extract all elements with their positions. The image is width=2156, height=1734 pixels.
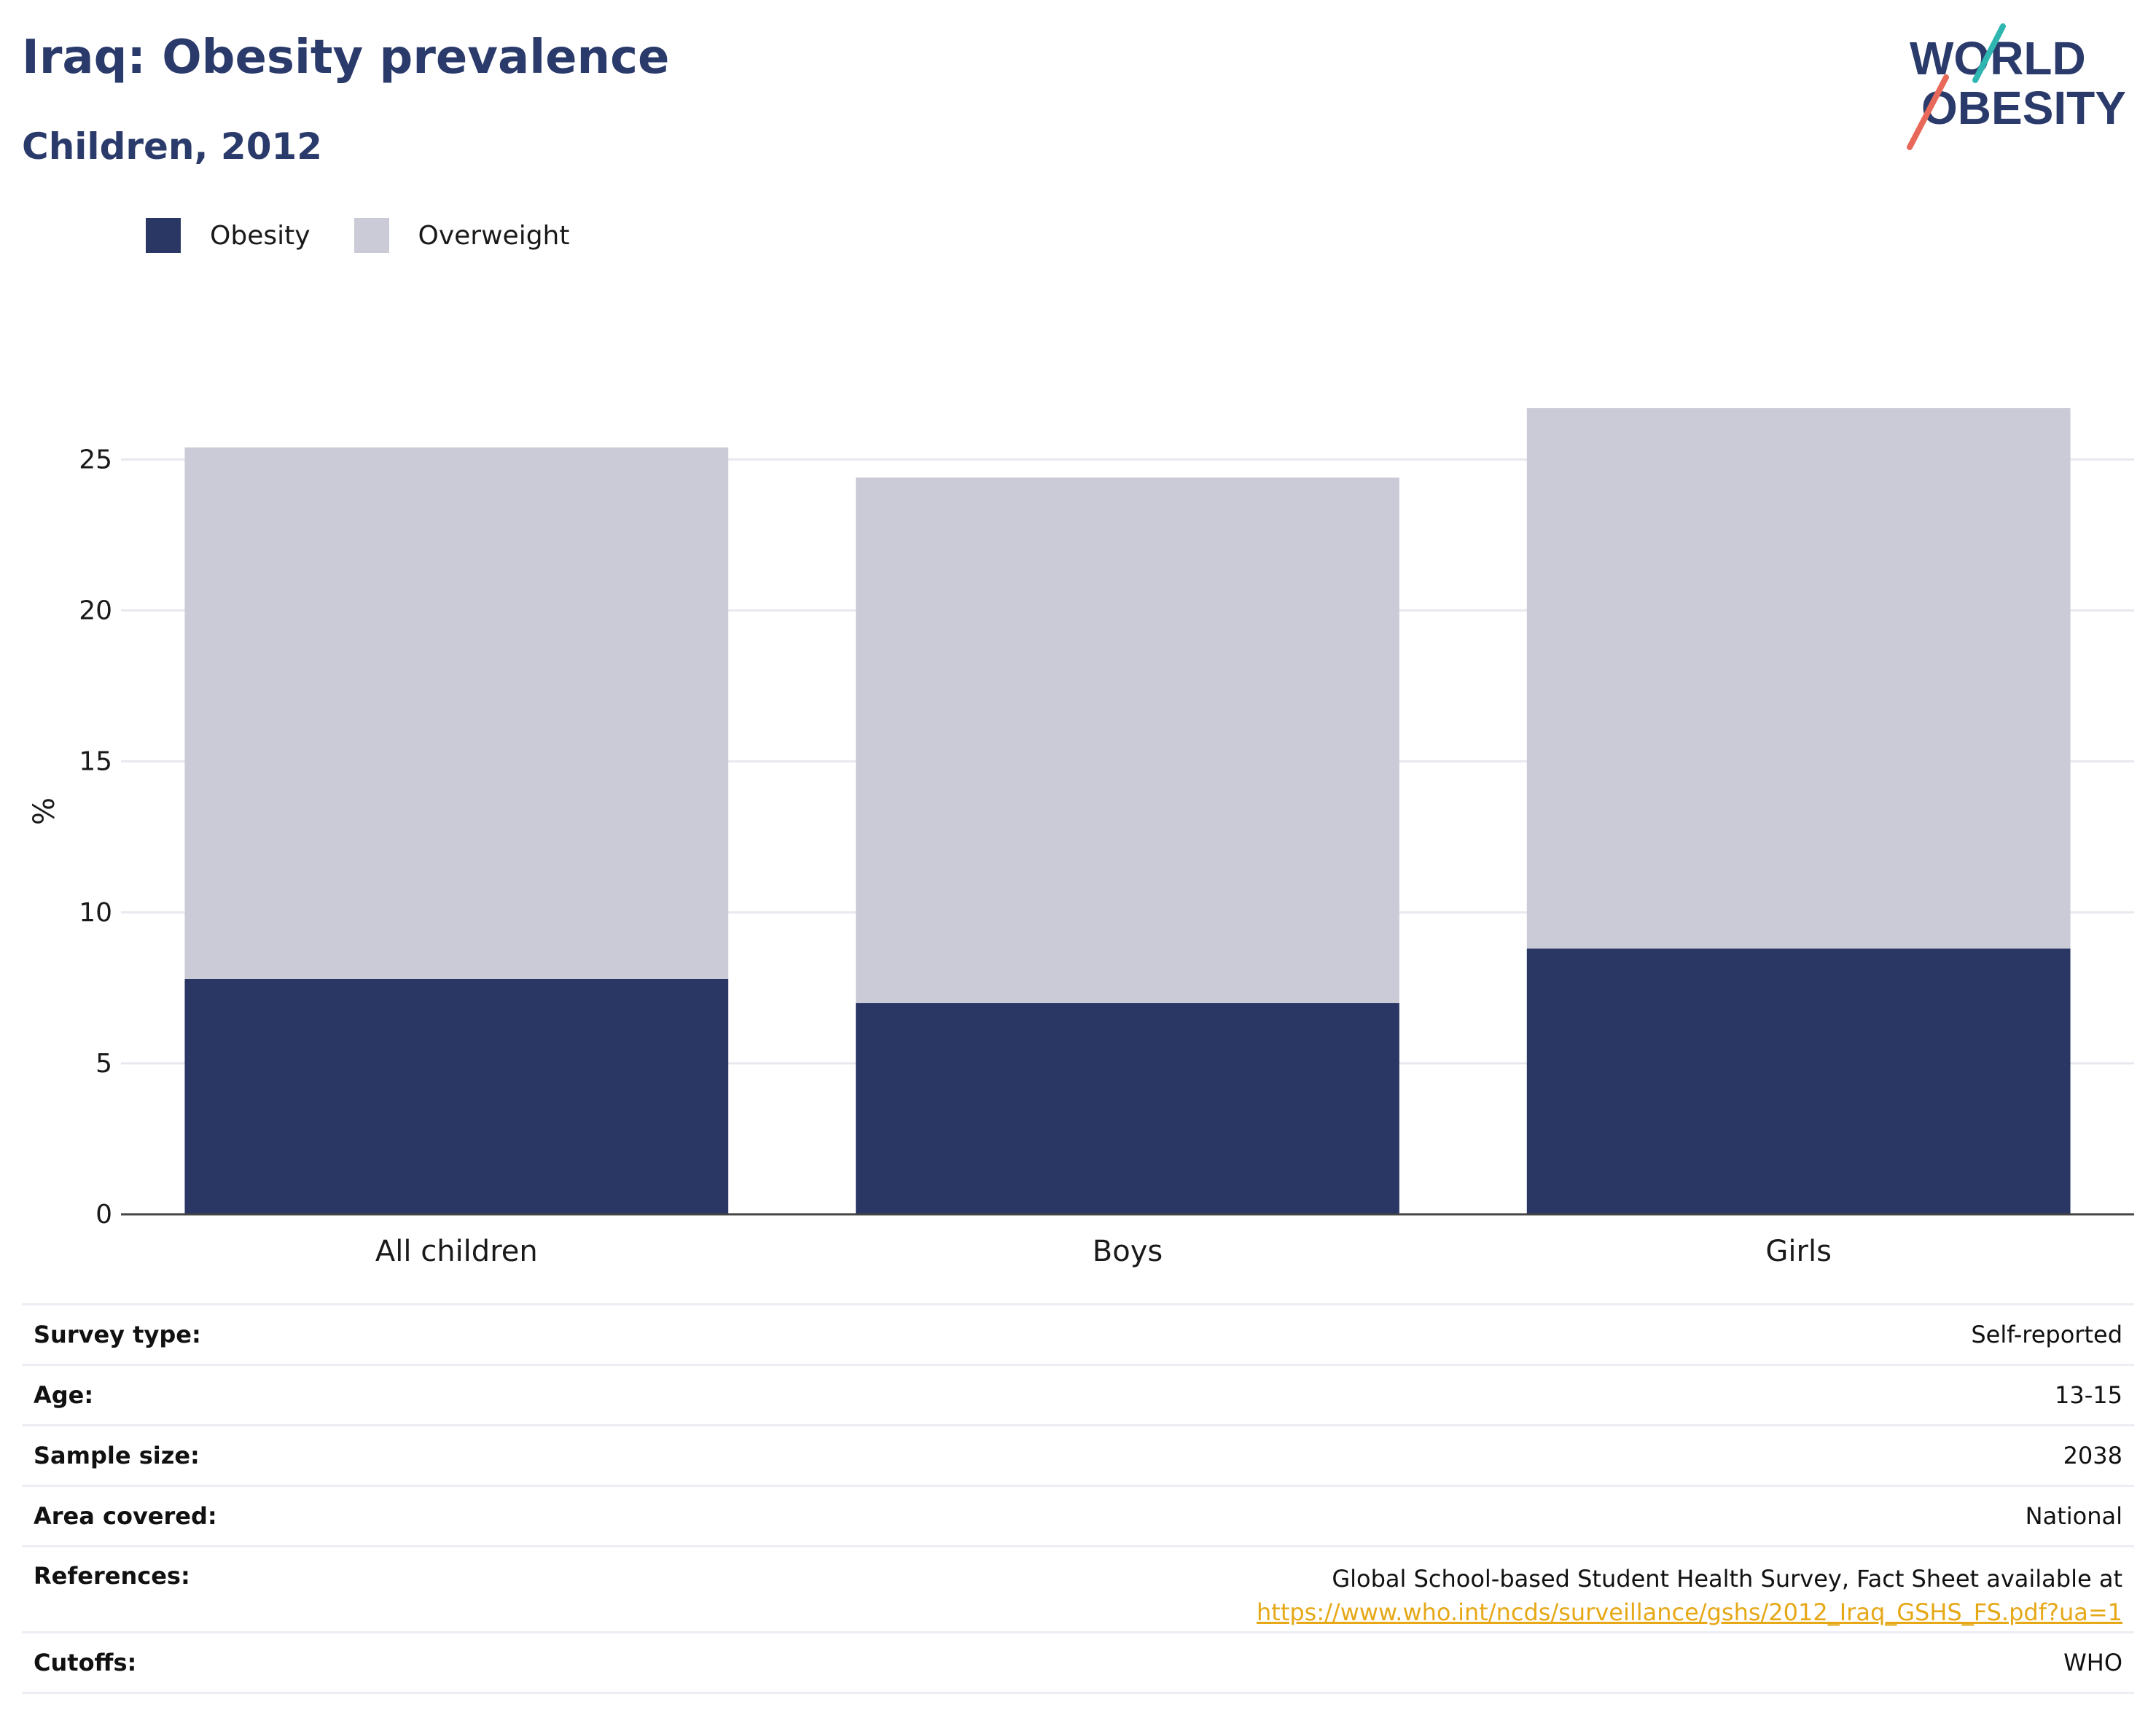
reference-text: Global School-based Student Health Surve… xyxy=(1332,1565,2122,1593)
legend-swatch-obesity xyxy=(146,218,181,253)
world-obesity-logo: WORLD OBESITY xyxy=(1907,23,2126,150)
bar-obesity-boys xyxy=(856,1003,1399,1214)
info-row-sample-size: Sample size: 2038 xyxy=(22,1426,2134,1487)
y-tick-label: 5 xyxy=(95,1049,112,1079)
info-row-survey-type: Survey type: Self-reported xyxy=(22,1305,2134,1366)
bar-overweight-girls xyxy=(1526,408,2071,949)
info-row-area-covered: Area covered: National xyxy=(22,1487,2134,1547)
info-value: Self-reported xyxy=(1971,1321,2122,1348)
info-value: National xyxy=(2025,1502,2122,1530)
y-tick-label: 25 xyxy=(79,445,112,474)
y-tick-label: 15 xyxy=(79,747,112,777)
bar-chart: 0 5 10 15 20 25% All children Boys Girls xyxy=(28,408,2134,1268)
bar-obesity-all-children xyxy=(184,978,729,1214)
legend-item-obesity[interactable]: Obesity xyxy=(146,218,310,253)
info-row-cutoffs: Cutoffs: WHO xyxy=(22,1633,2134,1694)
info-value-references: Global School-based Student Health Surve… xyxy=(1257,1562,2122,1629)
bar-overweight-boys xyxy=(856,477,1399,1004)
bar-overweight-all-children xyxy=(184,447,729,979)
info-value: 2038 xyxy=(2063,1442,2122,1469)
y-tick-label: 20 xyxy=(79,596,112,626)
info-label: Cutoffs: xyxy=(34,1649,137,1676)
info-value: 13-15 xyxy=(2055,1381,2122,1409)
logo-slash-teal xyxy=(1972,23,2006,83)
logo-slash-coral xyxy=(1907,74,1949,150)
info-label: Age: xyxy=(34,1381,94,1409)
info-row-age: Age: 13-15 xyxy=(22,1366,2134,1426)
info-label: Survey type: xyxy=(34,1321,201,1348)
x-tick-label: All children xyxy=(375,1235,538,1268)
y-axis-title: % xyxy=(28,797,61,825)
logo-line-obesity: OBESITY xyxy=(1921,82,2126,134)
reference-link[interactable]: https://www.who.int/ncds/surveillance/gs… xyxy=(1256,1598,2122,1626)
chart-subtitle: Children, 2012 xyxy=(22,125,323,168)
legend-swatch-overweight xyxy=(354,218,389,253)
chart-title: Iraq: Obesity prevalence xyxy=(22,31,670,85)
legend-label-overweight: Overweight xyxy=(418,220,570,251)
x-tick-label: Girls xyxy=(1765,1235,1832,1268)
info-row-references: References: Global School-based Student … xyxy=(22,1547,2134,1633)
info-label: References: xyxy=(34,1562,190,1590)
survey-info-table: Survey type: Self-reported Age: 13-15 Sa… xyxy=(22,1303,2134,1694)
info-label: Area covered: xyxy=(34,1502,217,1530)
y-tick-label: 0 xyxy=(95,1200,112,1230)
chart-legend: Obesity Overweight xyxy=(146,217,613,254)
legend-label-obesity: Obesity xyxy=(210,220,310,251)
y-tick-label: 10 xyxy=(79,898,112,928)
info-value: WHO xyxy=(2063,1649,2122,1676)
legend-item-overweight[interactable]: Overweight xyxy=(354,218,570,253)
info-label: Sample size: xyxy=(34,1442,200,1469)
x-tick-label: Boys xyxy=(1093,1235,1163,1268)
bar-obesity-girls xyxy=(1526,948,2071,1214)
